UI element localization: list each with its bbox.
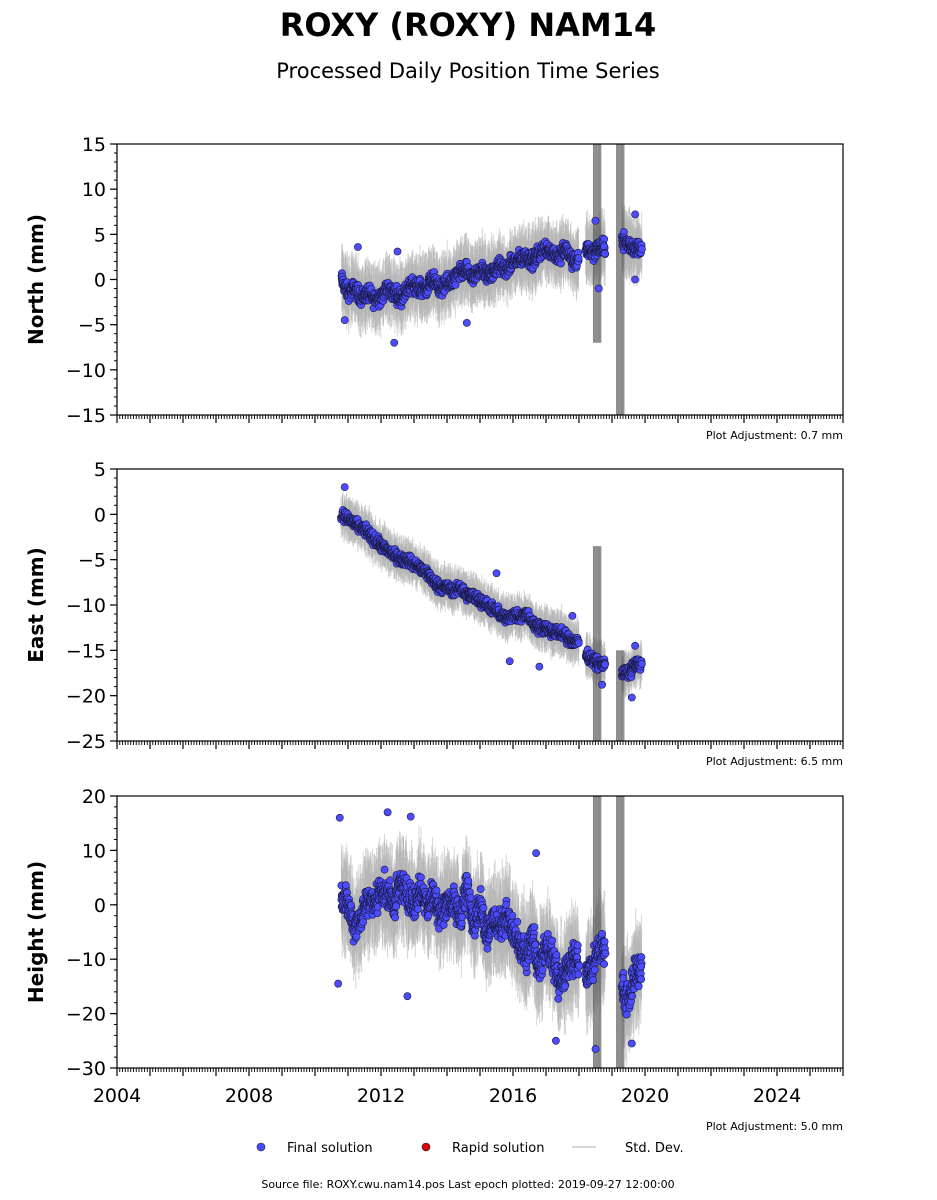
plot-area [337, 144, 646, 415]
final-solution-points [337, 483, 646, 702]
y-tick-label: 10 [82, 179, 106, 201]
plot-adjustment-note: Plot Adjustment: 0.7 mm [706, 429, 843, 442]
y-tick-label: −10 [66, 360, 106, 382]
outlier-point [462, 318, 471, 327]
outlier-point [594, 284, 603, 293]
y-tick-label: −15 [66, 405, 106, 427]
data-point [574, 254, 583, 263]
data-point [600, 249, 609, 258]
y-tick-label: −5 [78, 315, 106, 337]
panel-north: −15 −10 −5 0 5 10 15 North (mm) Plot Adjustment:… [24, 134, 844, 442]
chart-title: ROXY (ROXY) NAM14 [280, 6, 657, 44]
y-tick-label: 15 [82, 134, 106, 156]
y-tick-label: 0 [94, 270, 106, 292]
y-tick-label: 5 [94, 224, 106, 246]
outlier-point [390, 338, 399, 347]
outlier-point [631, 275, 639, 284]
final-solution-points [337, 210, 646, 347]
outlier-point [591, 216, 600, 225]
outlier-point [353, 243, 362, 251]
data-point [637, 245, 646, 253]
outlier-point [340, 316, 349, 325]
panels: −15 −10 −5 0 5 10 15 North (mm) Plot Adjustment:… [24, 134, 844, 1133]
outlier-point [393, 247, 402, 256]
y-axis-label: North (mm) [24, 214, 48, 345]
outlier-point [631, 210, 639, 219]
plot-area [337, 483, 646, 741]
chart-subtitle: Processed Daily Position Time Series [276, 59, 660, 83]
